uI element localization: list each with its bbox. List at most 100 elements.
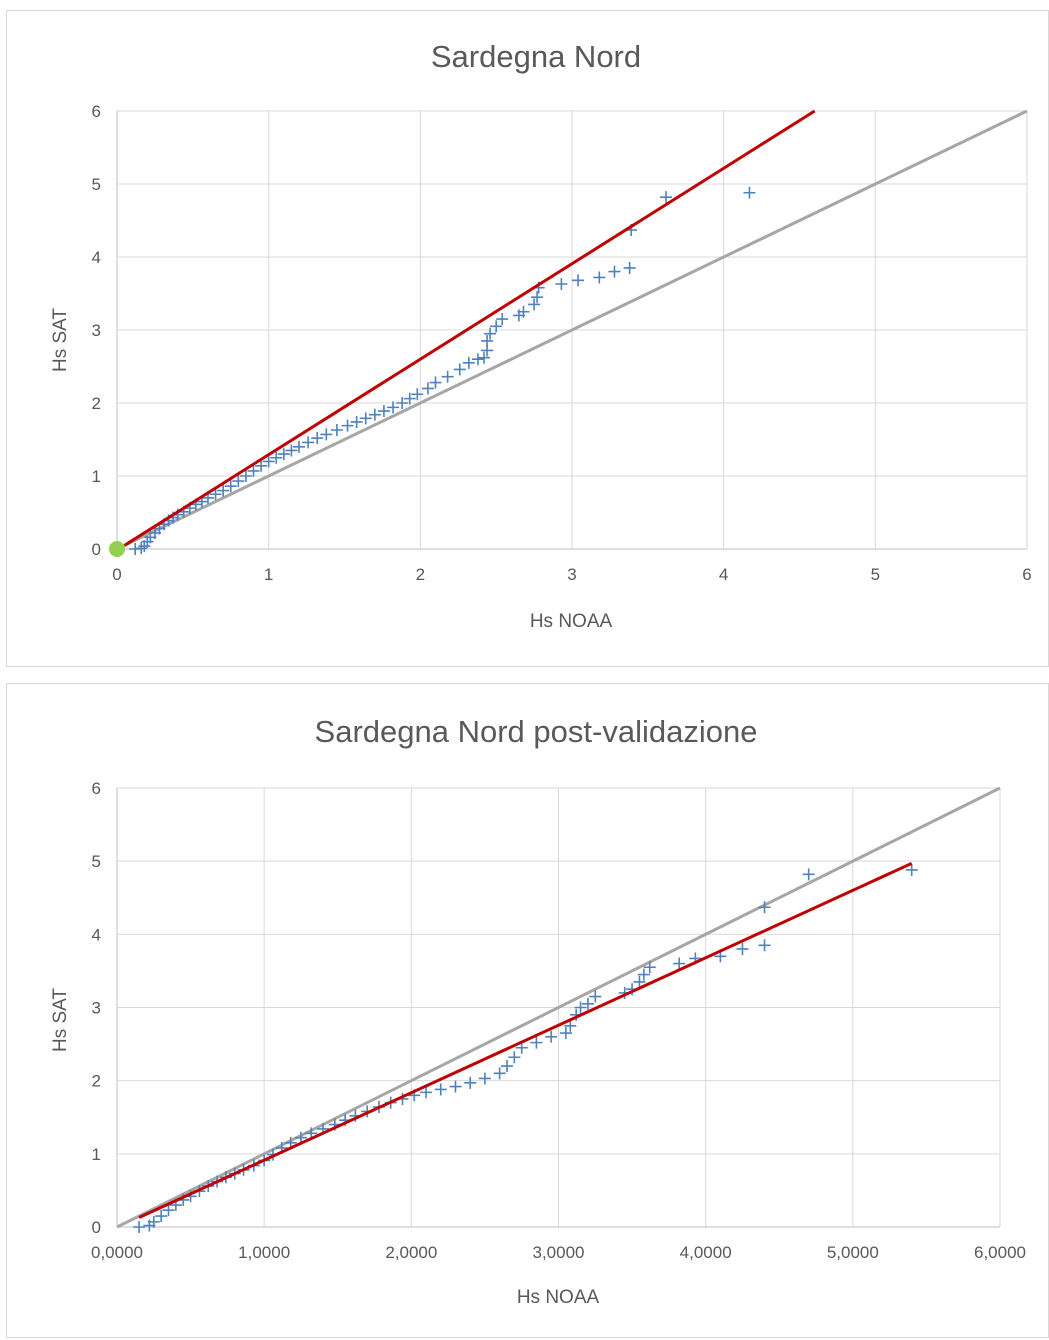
fit-line-layer [123,109,816,547]
data-point [232,475,245,488]
x-tick-label: 5,0000 [827,1243,879,1262]
data-point [905,863,918,876]
chart-panel-1: Sardegna Nord 0 1 2 3 4 5 6 0 1 2 3 4 5 6 Hs NOAA Hs … [6,10,1049,667]
data-point [311,432,324,445]
data-point [643,961,656,974]
chart-panel-2: Sardegna Nord post-validazione 0,0000 1,0… [6,683,1049,1338]
data-point [574,1001,587,1014]
origin-marker [109,541,125,557]
y-tick-label: 3 [92,321,101,340]
points-layer [133,863,918,1233]
data-point [403,392,416,405]
data-point [453,363,466,376]
data-point [162,1204,175,1217]
data-point [593,271,606,284]
y-tick-label: 4 [92,248,101,267]
data-point [396,397,409,409]
data-point [350,415,363,428]
y-tick-label: 3 [92,999,101,1018]
data-point [209,488,222,501]
data-point [302,436,315,449]
data-point [623,261,636,274]
data-point [490,320,503,333]
y-tick-label: 2 [92,1072,101,1091]
data-point [293,440,305,453]
data-point [147,1215,160,1228]
data-point [368,408,381,421]
x-tick-label: 4 [719,565,728,584]
y-axis-title: Hs SAT [50,308,71,372]
data-point [508,1051,521,1064]
x-tick-label: 5 [871,565,880,584]
y-tick-label: 0 [92,540,101,559]
data-point [155,1210,168,1223]
data-point [496,313,509,326]
data-point [484,327,497,340]
data-point [421,382,434,395]
data-point [255,459,268,472]
data-point [277,448,290,461]
data-point [673,957,686,970]
data-point [517,305,530,318]
data-point [589,990,602,1003]
x-tick-label: 0,0000 [91,1243,143,1262]
data-point [481,334,494,347]
x-tick-label: 0 [112,565,121,584]
y-tick-label: 1 [92,467,101,486]
data-point [471,353,484,366]
data-point [135,542,148,555]
y-tick-label: 4 [92,925,101,944]
data-point [660,191,673,204]
points-layer [129,186,756,555]
data-point [564,1019,577,1032]
data-point [758,939,771,952]
x-axis-title: Hs NOAA [517,1287,600,1308]
data-point [330,424,343,437]
data-point [559,1027,572,1040]
data-point [555,278,568,291]
x-tick-label: 6,0000 [974,1243,1026,1262]
chart-title: Sardegna Nord post-validazione [315,714,758,749]
y-tick-label: 2 [92,394,101,413]
data-point [736,942,749,955]
chart-svg-2: Sardegna Nord post-validazione 0,0000 1,0… [50,714,1026,1308]
y-tick-label: 6 [92,779,101,798]
data-point [581,997,594,1010]
data-point [802,868,815,881]
tick-labels: 0,0000 1,0000 2,0000 3,0000 4,0000 5,0000 6,00… [91,779,1026,1262]
data-point [387,401,400,414]
x-axis-title: Hs NOAA [530,611,613,632]
data-point [247,464,260,477]
data-point [270,451,283,464]
data-point [359,412,372,425]
bisector-line [116,109,1028,551]
tick-labels: 0 1 2 3 4 5 6 0 1 2 3 4 5 6 [92,102,1032,584]
chart-svg-1: Sardegna Nord 0 1 2 3 4 5 6 0 1 2 3 4 5 6 Hs NOAA Hs … [50,39,1032,632]
x-tick-label: 6 [1022,565,1031,584]
y-tick-label: 1 [92,1145,101,1164]
data-point [500,1060,513,1073]
x-tick-label: 1 [264,565,273,584]
data-point [341,419,354,432]
bisector-line [116,786,1001,1229]
x-tick-label: 1,0000 [238,1243,290,1262]
x-tick-label: 2,0000 [385,1243,437,1262]
data-point [224,480,237,493]
data-point [320,428,333,441]
data-point [531,291,544,304]
data-point [434,1083,447,1096]
data-point [608,265,621,278]
y-tick-label: 5 [92,175,101,194]
data-point [285,444,298,457]
data-point [545,1030,558,1043]
data-point [530,1036,543,1049]
x-tick-label: 2 [416,565,425,584]
data-point [743,186,756,199]
chart-title: Sardegna Nord [431,39,641,74]
data-point [528,298,541,311]
fit-line [138,861,913,1219]
data-point [377,405,390,418]
data-point [758,901,771,914]
x-tick-label: 3,0000 [533,1243,585,1262]
fit-line [123,109,816,547]
